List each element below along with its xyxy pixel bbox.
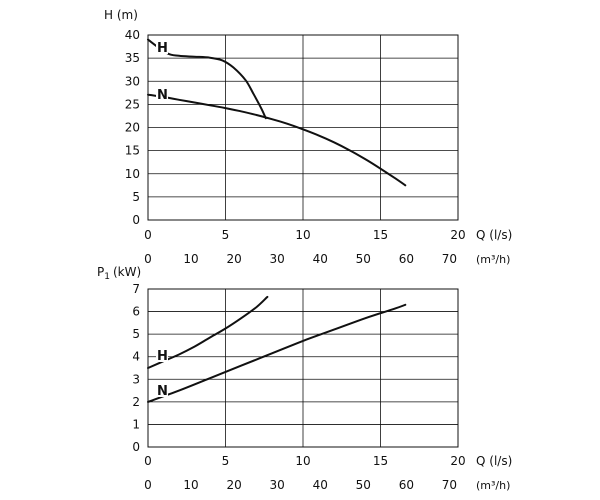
head-chart-y-ticks: 0 5 10 15 20 25 30 35 40 bbox=[125, 28, 140, 227]
power-chart-y-tick-label: 4 bbox=[132, 350, 140, 364]
head-chart-x2-tick-label: 10 bbox=[183, 252, 198, 266]
head-chart-series: HN bbox=[147, 38, 407, 187]
head-chart-frame bbox=[147, 34, 459, 221]
power-chart-ylabel-main: P bbox=[97, 265, 104, 279]
power-chart-xlabel2: (m³/h) bbox=[476, 479, 510, 492]
head-chart-x2-tick-label: 20 bbox=[226, 252, 241, 266]
power-chart-x2-tick-label: 60 bbox=[399, 478, 414, 492]
head-chart-curve-label-h: H bbox=[157, 41, 168, 56]
head-chart-y-tick-label: 0 bbox=[132, 213, 140, 227]
head-chart: H (m) 0 5 10 15 20 25 30 35 40 0 5 10 15 20 0 10 20 30 4… bbox=[104, 8, 512, 266]
head-chart-y-tick-label: 5 bbox=[132, 190, 140, 204]
power-chart-curve-label-h: H bbox=[157, 349, 168, 364]
head-chart-y-tick-label: 10 bbox=[125, 167, 140, 181]
head-chart-y-tick-label: 15 bbox=[125, 144, 140, 158]
power-chart-y-tick-label: 3 bbox=[132, 372, 140, 386]
head-chart-x-ticks: 0 5 10 15 20 bbox=[144, 228, 465, 242]
head-chart-y-tick-label: 25 bbox=[125, 97, 140, 111]
head-chart-x2-tick-label: 50 bbox=[356, 252, 371, 266]
power-chart-ylabel: P1 (kW) bbox=[97, 265, 141, 282]
power-chart-y-tick-label: 6 bbox=[132, 305, 140, 319]
power-chart-x2-tick-label: 10 bbox=[183, 478, 198, 492]
head-chart-curve-label-bg bbox=[156, 41, 168, 54]
head-chart-ylabel: H (m) bbox=[104, 8, 138, 22]
head-chart-xlabel2: (m³/h) bbox=[476, 253, 510, 266]
power-chart-y-tick-label: 5 bbox=[132, 327, 140, 341]
power-chart-series: HN bbox=[147, 295, 407, 403]
power-chart-x2-tick-label: 30 bbox=[270, 478, 285, 492]
power-chart-curve-label-bg bbox=[156, 384, 168, 397]
power-chart-x2-tick-label: 40 bbox=[313, 478, 328, 492]
head-chart-y-tick-label: 35 bbox=[125, 51, 140, 65]
head-chart-x2-tick-label: 70 bbox=[442, 252, 457, 266]
head-chart-x-tick-label: 5 bbox=[222, 228, 230, 242]
head-chart-curve-h bbox=[147, 38, 267, 120]
head-chart-x-tick-label: 0 bbox=[144, 228, 152, 242]
head-chart-x-tick-label: 15 bbox=[373, 228, 388, 242]
power-chart-x-tick-label: 10 bbox=[295, 454, 310, 468]
power-chart-ylabel-sub: 1 bbox=[104, 272, 110, 282]
power-chart-curve-label-n: N bbox=[157, 384, 168, 399]
power-chart-x-tick-label: 5 bbox=[222, 454, 230, 468]
power-chart-grid bbox=[148, 289, 458, 447]
head-chart-y-tick-label: 20 bbox=[125, 121, 140, 135]
power-chart-y-tick-label: 0 bbox=[132, 440, 140, 454]
power-chart-y-tick-label: 1 bbox=[132, 417, 140, 431]
power-chart-x-tick-label: 0 bbox=[144, 454, 152, 468]
head-chart-grid bbox=[148, 35, 458, 220]
head-chart-x2-tick-label: 30 bbox=[270, 252, 285, 266]
power-chart-curve-n bbox=[147, 303, 407, 403]
head-chart-y-tick-label: 40 bbox=[125, 28, 140, 42]
power-chart-x2-tick-label: 20 bbox=[226, 478, 241, 492]
power-chart-curve-label-bg bbox=[156, 349, 168, 362]
power-chart-y-tick-label: 7 bbox=[132, 282, 140, 296]
head-chart-curve-label-bg bbox=[156, 88, 168, 101]
head-chart-x-tick-label: 20 bbox=[450, 228, 465, 242]
head-chart-x2-tick-label: 40 bbox=[313, 252, 328, 266]
head-chart-x2-tick-label: 60 bbox=[399, 252, 414, 266]
power-chart-x-tick-label: 15 bbox=[373, 454, 388, 468]
power-chart-x2-ticks: 0 10 20 30 40 50 60 70 bbox=[144, 478, 457, 492]
power-chart-x-ticks: 0 5 10 15 20 bbox=[144, 454, 465, 468]
power-chart-x2-tick-label: 70 bbox=[442, 478, 457, 492]
head-chart-xlabel: Q (l/s) bbox=[476, 228, 512, 242]
head-chart-curve-label-n: N bbox=[157, 88, 168, 103]
head-chart-y-tick-label: 30 bbox=[125, 74, 140, 88]
power-chart-ylabel-unit: (kW) bbox=[113, 265, 141, 279]
power-chart-y-tick-label: 2 bbox=[132, 395, 140, 409]
head-chart-x-tick-label: 10 bbox=[295, 228, 310, 242]
power-chart-xlabel: Q (l/s) bbox=[476, 454, 512, 468]
power-chart-y-ticks: 0 1 2 3 4 5 6 7 bbox=[132, 282, 140, 454]
power-chart-curve-h bbox=[147, 295, 269, 369]
head-chart-x2-tick-label: 0 bbox=[144, 252, 152, 266]
head-chart-curve-n bbox=[147, 93, 407, 187]
power-chart-x2-tick-label: 50 bbox=[356, 478, 371, 492]
power-chart-x2-tick-label: 0 bbox=[144, 478, 152, 492]
head-chart-x2-ticks: 0 10 20 30 40 50 60 70 bbox=[144, 252, 457, 266]
power-chart-x-tick-label: 20 bbox=[450, 454, 465, 468]
